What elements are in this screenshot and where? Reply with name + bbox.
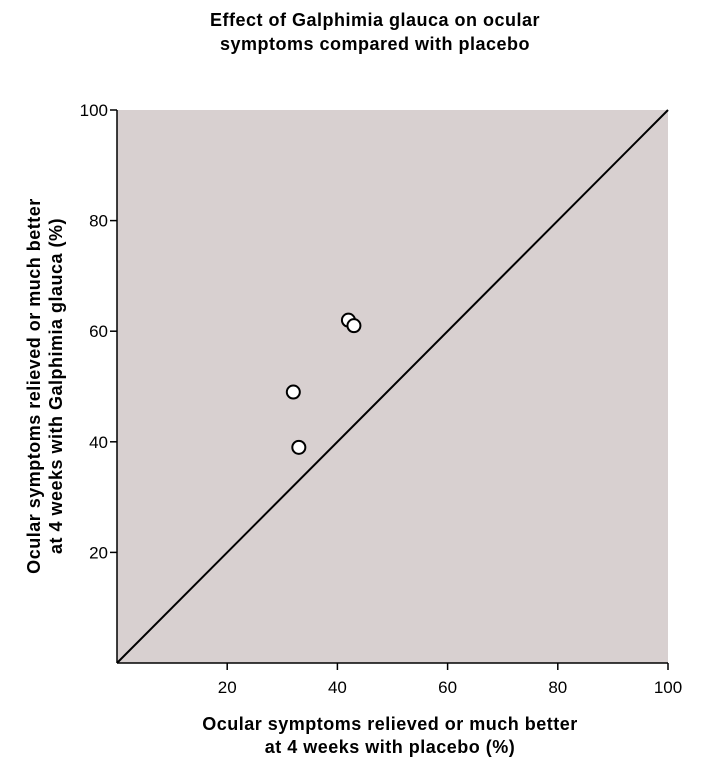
identity-line <box>116 109 669 664</box>
point <box>346 318 362 334</box>
chart-title: Effect of Galphimia glauca on ocular <box>210 10 540 30</box>
y-axis-label: at 4 weeks with Galphimia glauca (%) <box>46 218 66 554</box>
x-axis-label: at 4 weeks with placebo (%) <box>265 737 516 757</box>
x-tick-label: 20 <box>218 678 237 697</box>
x-tick-label: 80 <box>548 678 567 697</box>
x-tick-label: 100 <box>654 678 682 697</box>
y-axis-label: Ocular symptoms relieved or much better <box>24 198 44 574</box>
y-tick-label: 20 <box>89 543 108 562</box>
y-tick-label: 100 <box>80 101 108 120</box>
y-tick-label: 60 <box>89 322 108 341</box>
y-tick-label: 40 <box>89 433 108 452</box>
point <box>285 384 301 400</box>
x-tick-label: 40 <box>328 678 347 697</box>
y-tick-label: 80 <box>89 212 108 231</box>
point <box>291 439 307 455</box>
x-tick-label: 60 <box>438 678 457 697</box>
x-axis-label: Ocular symptoms relieved or much better <box>202 714 578 734</box>
chart-title: symptoms compared with placebo <box>220 34 530 54</box>
